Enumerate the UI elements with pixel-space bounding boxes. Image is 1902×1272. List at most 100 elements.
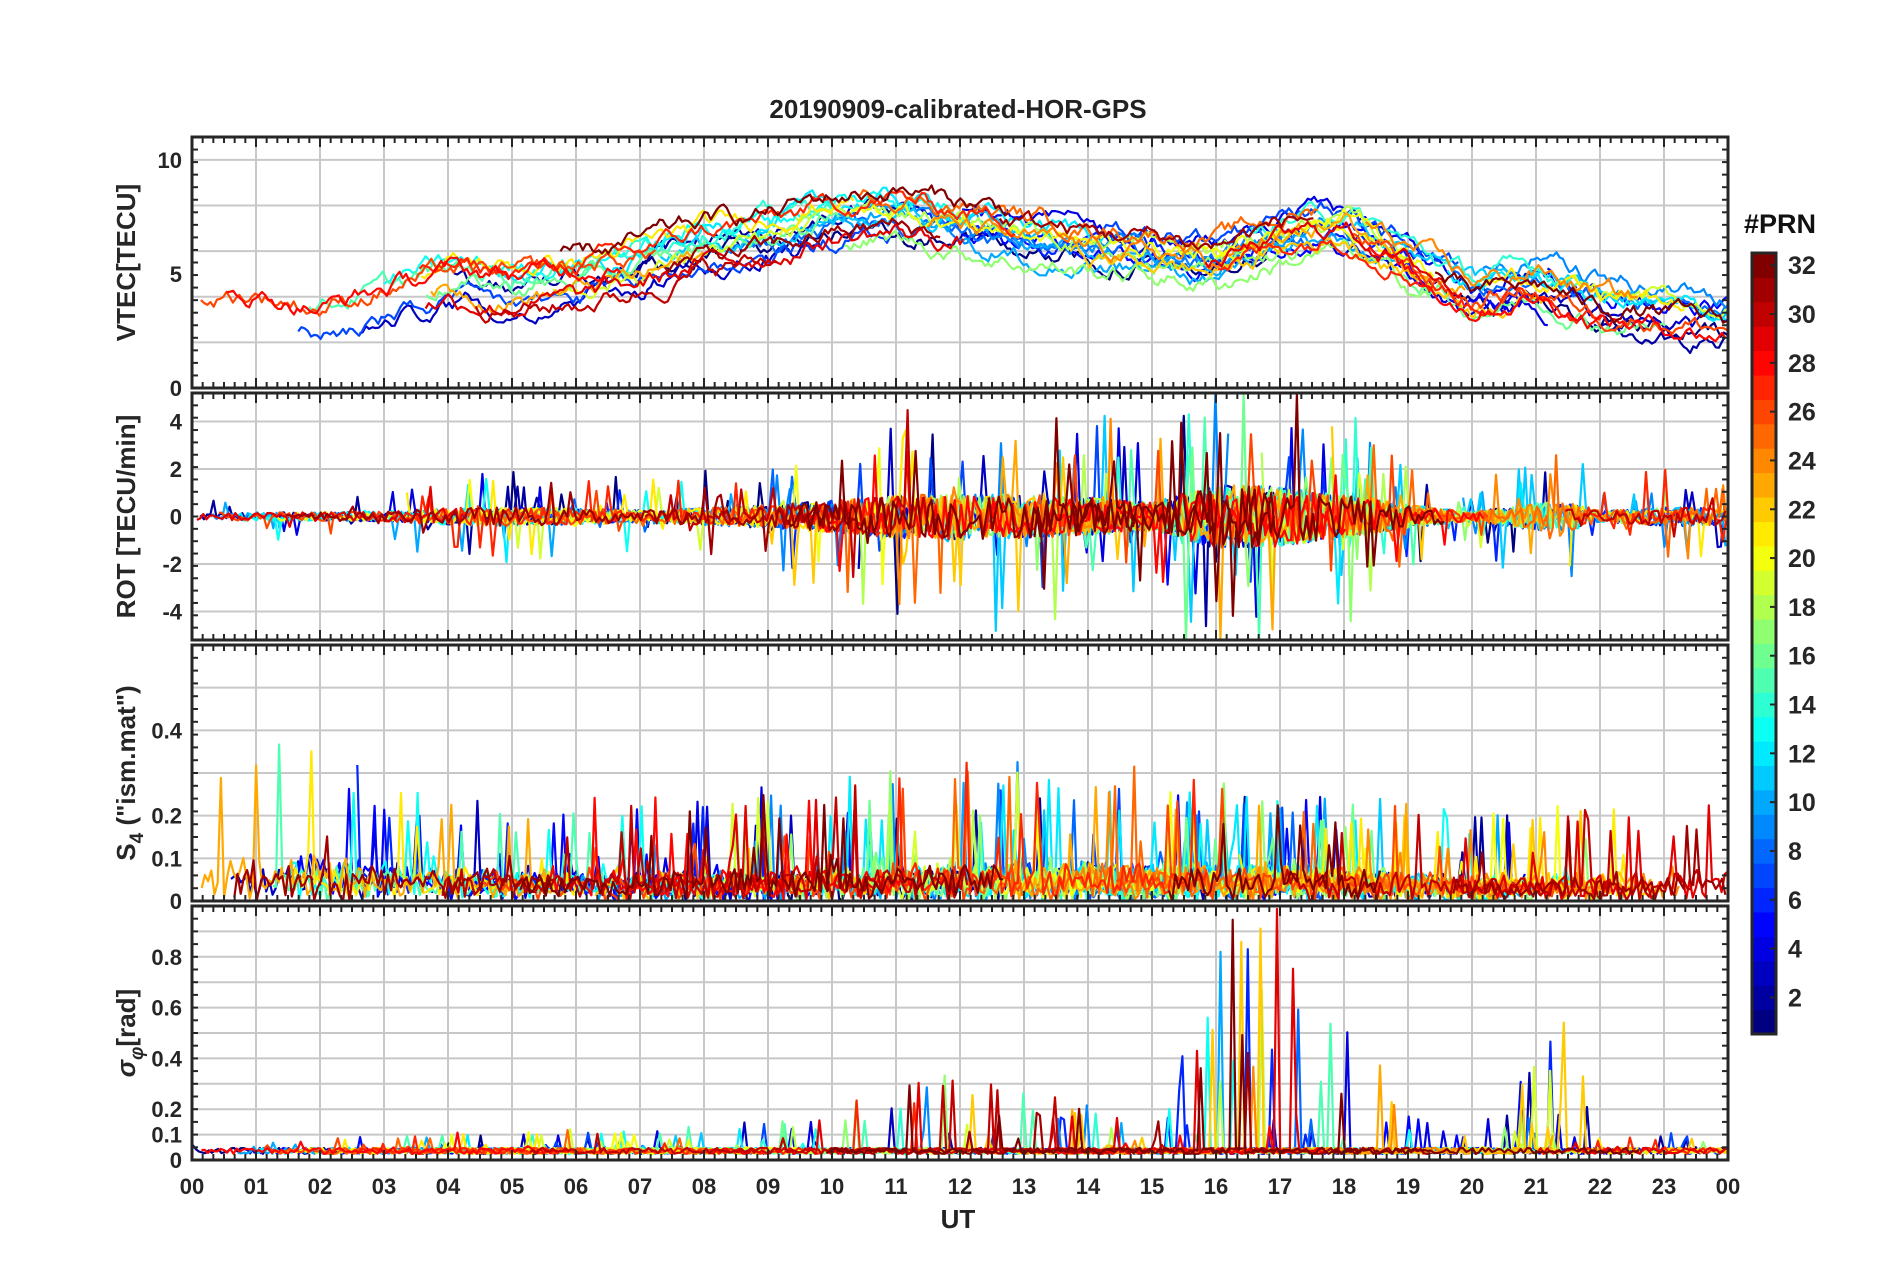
series-line-prn-17 xyxy=(844,229,1431,299)
colorbar-tick-label: 12 xyxy=(1788,740,1816,768)
series-line-prn-28 xyxy=(1365,246,1727,343)
colorbar-segment xyxy=(1752,667,1776,693)
series-line-prn-28 xyxy=(226,256,622,316)
y-tick-label: 2 xyxy=(170,457,182,482)
series-line-prn-31 xyxy=(663,217,941,274)
x-tick-label: 05 xyxy=(500,1174,524,1199)
colorbar-segment xyxy=(1752,472,1776,498)
y-tick-label: 0.2 xyxy=(151,1097,182,1122)
colorbar-segment xyxy=(1752,619,1776,644)
series-line-prn-29 xyxy=(1204,221,1463,299)
series-group xyxy=(196,393,1728,640)
colorbar-segment xyxy=(1752,521,1776,547)
y-tick-label: 0.6 xyxy=(151,996,182,1021)
x-tick-label: 23 xyxy=(1652,1174,1676,1199)
series-line-prn-31 xyxy=(1452,819,1727,901)
series-line-prn-27 xyxy=(873,761,1208,899)
x-tick-label: 22 xyxy=(1588,1174,1612,1199)
series-line-prn-32 xyxy=(559,184,1010,255)
series-line-prn-26 xyxy=(200,249,657,317)
series-line-prn-29 xyxy=(613,798,875,901)
y-tick-label: 0 xyxy=(170,1148,182,1173)
colorbar-tick-label: 14 xyxy=(1788,692,1816,720)
series-line-prn-10 xyxy=(962,233,1408,286)
x-tick-label: 08 xyxy=(692,1174,716,1199)
y-tick-label: 0.4 xyxy=(151,718,182,743)
chart-title: 20190909-calibrated-HOR-GPS xyxy=(769,94,1146,124)
y-tick-label: 0.1 xyxy=(151,1123,182,1148)
x-tick-label: 06 xyxy=(564,1174,588,1199)
y-tick-label: -4 xyxy=(162,600,182,625)
colorbar-segment xyxy=(1752,765,1776,791)
colorbar-title: #PRN xyxy=(1744,209,1816,239)
colorbar-segment xyxy=(1752,814,1776,840)
y-tick-label: 0 xyxy=(170,889,182,914)
x-tick-label: 21 xyxy=(1524,1174,1548,1199)
x-tick-label: 07 xyxy=(628,1174,652,1199)
colorbar-tick-label: 10 xyxy=(1788,789,1816,817)
x-tick-label: 19 xyxy=(1396,1174,1420,1199)
x-tick-label: 18 xyxy=(1332,1174,1356,1199)
colorbar-tick-label: 6 xyxy=(1788,887,1802,915)
x-tick-label: 15 xyxy=(1140,1174,1164,1199)
series-line-prn-30 xyxy=(1283,808,1705,901)
colorbar-segment xyxy=(1752,277,1776,303)
x-tick-label: 00 xyxy=(180,1174,204,1199)
y-tick-label: 0 xyxy=(170,505,182,530)
y-axis-label-rot: ROT [TECU/min] xyxy=(111,415,141,619)
colorbar-tick-label: 4 xyxy=(1788,936,1802,964)
colorbar-tick-label: 30 xyxy=(1788,301,1816,329)
y-tick-label: 5 xyxy=(170,262,182,287)
colorbar-tick-label: 32 xyxy=(1788,252,1816,280)
series-line-prn-29 xyxy=(424,222,965,318)
colorbar-segment xyxy=(1752,716,1776,742)
x-tick-label: 09 xyxy=(756,1174,780,1199)
y-tick-label: 4 xyxy=(170,410,183,435)
series-line-prn-9 xyxy=(1482,251,1727,310)
series-line-prn-7 xyxy=(297,224,892,340)
series-line-prn-25 xyxy=(1369,444,1727,568)
y-tick-label: 10 xyxy=(158,148,182,173)
colorbar-segment xyxy=(1752,863,1776,889)
colorbar-segment xyxy=(1752,326,1776,352)
colorbar-tick-label: 2 xyxy=(1788,984,1802,1012)
series-line-prn-19 xyxy=(1570,273,1727,319)
colorbar-frame xyxy=(1750,251,1778,1036)
series-line-prn-32 xyxy=(1434,271,1727,324)
y-tick-label: 0.1 xyxy=(151,846,182,871)
x-axis-label: UT xyxy=(941,1204,976,1234)
y-axis-label-s4: S4 ("ism.mat") xyxy=(111,685,148,860)
x-tick-label: 13 xyxy=(1012,1174,1036,1199)
colorbar-tick-label: 22 xyxy=(1788,496,1816,524)
colorbar-segment xyxy=(1752,423,1776,449)
series-line-prn-14 xyxy=(1249,200,1578,288)
series-line-prn-32 xyxy=(825,918,1361,1155)
y-tick-label: 0.2 xyxy=(151,804,182,829)
y-tick-label: 0.4 xyxy=(151,1046,182,1071)
x-tick-label: 04 xyxy=(436,1174,461,1199)
x-tick-label: 12 xyxy=(948,1174,972,1199)
series-group xyxy=(200,184,1728,355)
panel-rot: -4 -2 0 2 4 ROT [TECU/min] xyxy=(111,391,1730,642)
series-line-prn-31 xyxy=(285,481,863,556)
colorbar-tick-label: 24 xyxy=(1788,447,1816,475)
x-tick-label: 20 xyxy=(1460,1174,1484,1199)
series-line-prn-29 xyxy=(1455,804,1728,901)
y-tick-label: -2 xyxy=(162,552,182,577)
panel-sigma: 00.10.2 0.4 0.6 0.8σφ[rad] 00 01 02 03 04 05 06 07 0… xyxy=(111,904,1740,1199)
series-line-prn-30 xyxy=(474,254,777,324)
x-tick-label: 16 xyxy=(1204,1174,1228,1199)
series-line-prn-32 xyxy=(519,794,1004,900)
series-line-prn-22 xyxy=(1069,237,1552,319)
series-line-prn-28 xyxy=(201,1131,570,1155)
panel-s4: 0 0.1 0.2 0.4S4 ("ism.mat") xyxy=(111,643,1730,914)
y-tick-label: 0.8 xyxy=(151,945,182,970)
series-line-prn-32 xyxy=(786,417,1276,603)
x-tick-label: 03 xyxy=(372,1174,396,1199)
series-line-prn-31 xyxy=(998,210,1314,251)
series-line-prn-30 xyxy=(644,409,951,579)
colorbar-segment xyxy=(1752,1009,1776,1035)
